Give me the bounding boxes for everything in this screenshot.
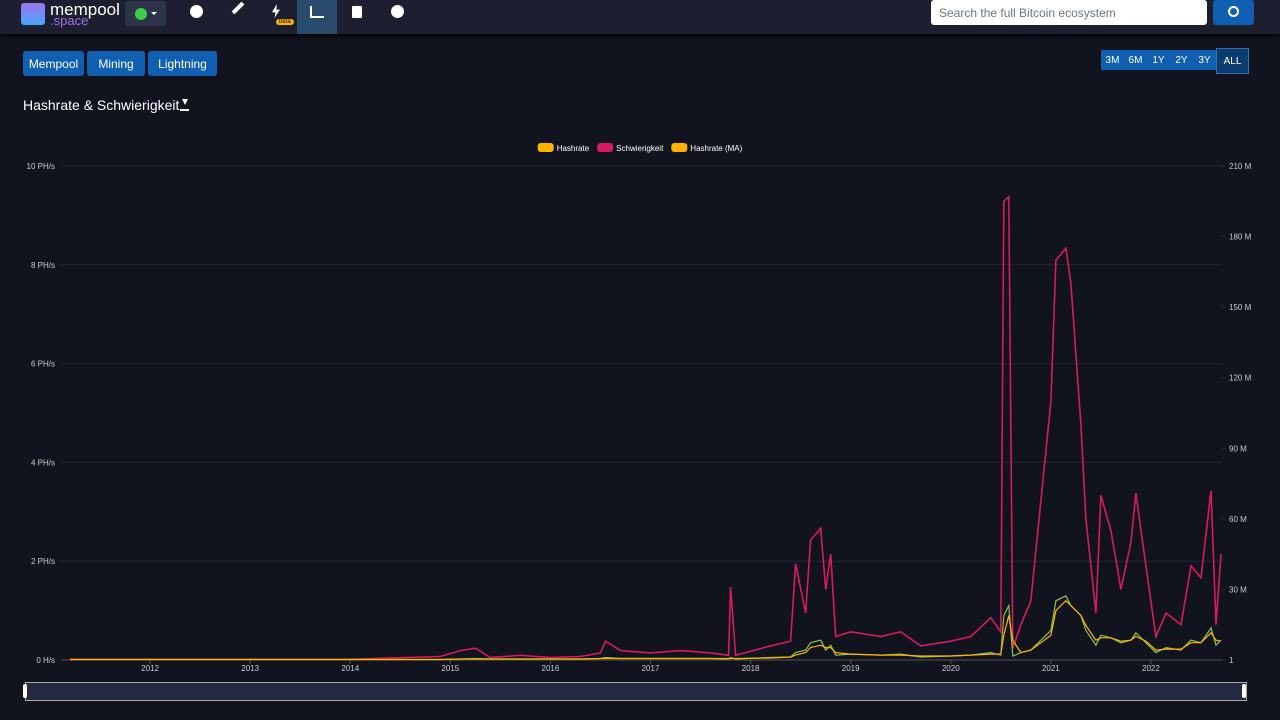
x-tick-label: 2012 [141, 664, 159, 673]
nav-about[interactable] [391, 5, 404, 18]
y2-tick-label: 1 [1229, 656, 1234, 665]
y2-tick-label: 60 M [1229, 515, 1247, 524]
y-tick-label: 0 H/s [36, 656, 55, 665]
nav-mining[interactable] [231, 1, 245, 15]
x-tick-label: 2016 [542, 664, 560, 673]
series-line [70, 595, 1222, 661]
y-tick-label: 8 PH/s [31, 261, 55, 270]
legend-label: Schwierigkeit [616, 144, 664, 153]
y2-tick-label: 180 M [1229, 233, 1252, 242]
menu-lightning[interactable]: Lightning [148, 51, 217, 76]
y-tick-label: 6 PH/s [31, 360, 55, 369]
legend-label: Hashrate (MA) [690, 144, 742, 153]
menu-mempool[interactable]: Mempool [23, 51, 84, 76]
search-placeholder: Search the full Bitcoin ecosystem [939, 6, 1116, 20]
chart-heading: Hashrate & Schwierigkeit [23, 97, 180, 113]
navbar: mempool .space beta Search the full Bitc… [0, 0, 1280, 34]
menu-mining[interactable]: Mining [87, 51, 145, 76]
download-icon[interactable] [180, 99, 189, 111]
logo-sub: .space [50, 13, 89, 28]
x-tick-label: 2015 [441, 664, 459, 673]
range-button[interactable]: 3M [1101, 50, 1124, 70]
legend-swatch [597, 143, 614, 152]
range-button[interactable]: 2Y [1170, 50, 1193, 70]
network-select[interactable] [125, 1, 166, 26]
logo-text[interactable]: mempool [50, 0, 120, 19]
search-button[interactable] [1213, 0, 1254, 25]
chart: 0 H/s 2 PH/s 4 PH/s 6 PH/s 8 PH/s 10 PH/s 1 30 … [27, 143, 1252, 673]
legend-swatch [537, 143, 554, 152]
x-tick-label: 2013 [241, 664, 259, 673]
beta-badge: beta [276, 19, 294, 25]
range-button[interactable]: 1Y [1147, 50, 1170, 70]
y-tick-label: 2 PH/s [31, 557, 55, 566]
range-button[interactable]: ALL [1216, 48, 1249, 74]
y2-tick-label: 120 M [1229, 374, 1252, 383]
y2-tick-label: 150 M [1229, 303, 1252, 312]
zoom-handle-right[interactable] [1242, 684, 1246, 698]
x-tick-label: 2017 [642, 664, 660, 673]
legend-swatch [671, 143, 688, 152]
y2-tick-label: 90 M [1229, 444, 1247, 453]
nav-dashboard[interactable] [190, 5, 203, 18]
series-line [70, 194, 1222, 661]
range-button[interactable]: 3Y [1193, 50, 1216, 70]
y2-tick-label: 30 M [1229, 585, 1247, 594]
series-line [70, 599, 1222, 661]
y2-tick-label: 210 M [1229, 162, 1252, 171]
logo-icon [21, 3, 45, 25]
y-tick-label: 10 PH/s [27, 162, 55, 171]
nav-graphs-active[interactable] [297, 0, 337, 34]
legend-label: Hashrate [557, 144, 590, 153]
x-tick-label: 2022 [1142, 664, 1160, 673]
search-input[interactable]: Search the full Bitcoin ecosystem [931, 0, 1207, 25]
x-tick-label: 2019 [842, 664, 860, 673]
zoom-slider[interactable] [25, 682, 1247, 701]
zoom-handle-left[interactable] [23, 684, 27, 698]
range-button[interactable]: 6M [1124, 50, 1147, 70]
y-tick-label: 4 PH/s [31, 458, 55, 467]
nav-lightning[interactable] [272, 4, 280, 18]
x-tick-label: 2021 [1042, 664, 1060, 673]
x-tick-label: 2018 [742, 664, 760, 673]
x-tick-label: 2020 [942, 664, 960, 673]
nav-docs[interactable] [352, 6, 362, 18]
x-tick-label: 2014 [341, 664, 359, 673]
